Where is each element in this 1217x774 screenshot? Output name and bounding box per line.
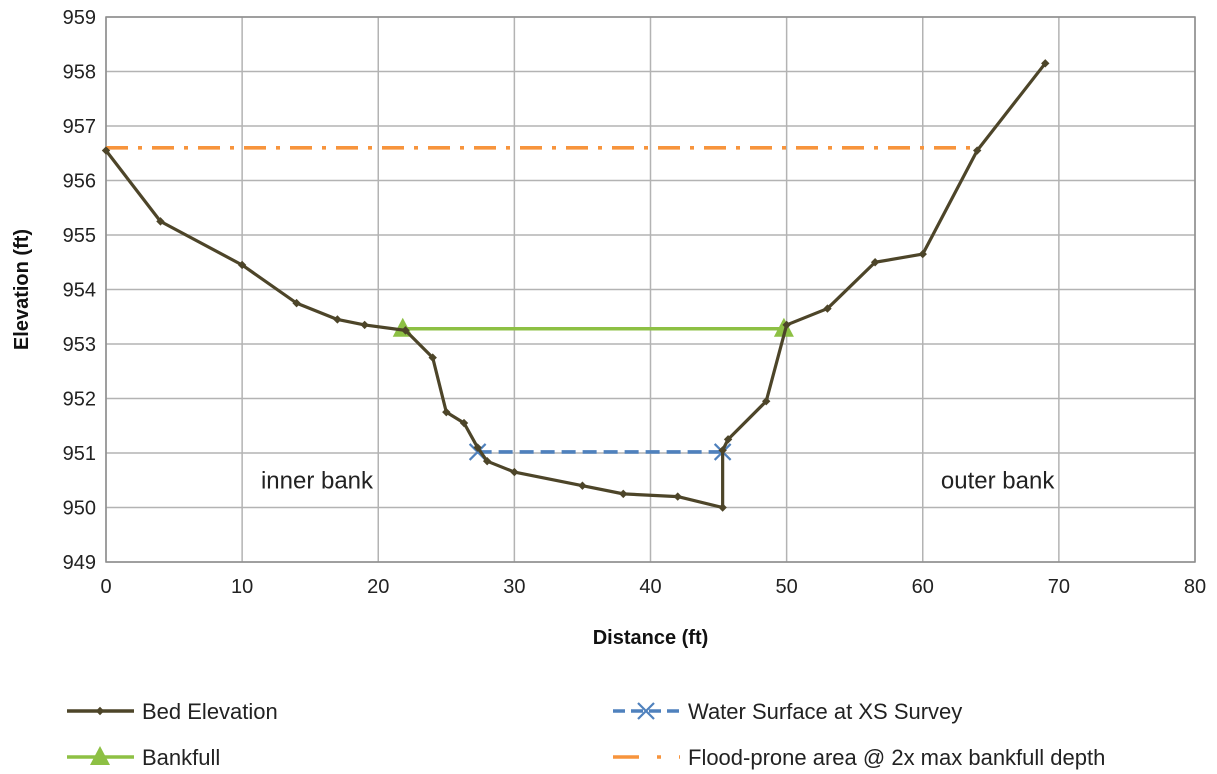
- legend-item: Bed Elevation: [67, 699, 278, 724]
- series-0: [101, 59, 1050, 512]
- y-tick-label: 958: [63, 62, 96, 84]
- x-tick-label: 70: [1048, 576, 1070, 598]
- legend: Bed Elevation Water Surface at XS Survey B…: [67, 699, 1105, 770]
- series-line: [104, 62, 1047, 510]
- x-tick-labels: 0 10 20 30 40 50 60 70 80: [100, 576, 1206, 598]
- y-tick-label: 956: [63, 171, 96, 193]
- annotations: inner bank outer bank: [261, 467, 1055, 494]
- data-point: [870, 258, 880, 267]
- data-point: [723, 435, 733, 444]
- x-tick-label: 80: [1184, 576, 1206, 598]
- data-point: [637, 702, 655, 720]
- data-point: [333, 315, 342, 324]
- data-point: [401, 326, 410, 335]
- data-point: [442, 407, 451, 417]
- data-point: [782, 320, 791, 330]
- data-point: [918, 249, 927, 259]
- y-axis-title: Elevation (ft): [11, 229, 33, 350]
- y-tick-label: 954: [63, 280, 96, 302]
- data-point: [510, 467, 519, 477]
- legend-label: Water Surface at XS Survey: [688, 699, 962, 724]
- data-point: [673, 492, 682, 501]
- data-point: [292, 298, 301, 308]
- plot-border: [105, 16, 1196, 563]
- data-point: [459, 418, 469, 428]
- data-point: [360, 320, 369, 330]
- legend-label: Bed Elevation: [142, 699, 278, 724]
- y-tick-label: 959: [63, 7, 96, 29]
- data-point: [237, 260, 247, 270]
- x-tick-label: 50: [776, 576, 798, 598]
- y-tick-label: 953: [63, 334, 96, 356]
- data-point: [90, 746, 110, 765]
- data-point: [1041, 59, 1050, 68]
- annotation-label: outer bank: [941, 467, 1055, 494]
- x-tick-label: 30: [503, 576, 525, 598]
- plot-area: 949 950 951 952 953 954 955 956 957 958 959 0 10 20 3…: [63, 7, 1207, 598]
- data-point: [95, 706, 105, 716]
- data-point: [973, 146, 982, 155]
- x-tick-label: 60: [912, 576, 934, 598]
- data-point: [762, 397, 771, 406]
- data-point: [482, 456, 492, 466]
- y-tick-label: 951: [63, 443, 96, 465]
- x-axis-title: Distance (ft): [593, 627, 709, 649]
- y-tick-label: 950: [63, 498, 96, 520]
- data-point: [823, 304, 832, 313]
- legend-item: Flood-prone area @ 2x max bankfull depth: [613, 745, 1105, 770]
- legend-item: Bankfull: [67, 745, 220, 770]
- data-point: [718, 503, 727, 512]
- data-point: [718, 446, 727, 455]
- legend-label: Flood-prone area @ 2x max bankfull depth: [688, 745, 1105, 770]
- data-point: [101, 146, 111, 155]
- x-tick-label: 20: [367, 576, 389, 598]
- x-tick-label: 40: [639, 576, 661, 598]
- data-point: [578, 481, 587, 490]
- y-tick-label: 949: [63, 552, 96, 574]
- y-tick-label: 957: [63, 116, 96, 138]
- annotation-label: inner bank: [261, 467, 374, 494]
- x-tick-label: 0: [100, 576, 111, 598]
- legend-label: Bankfull: [142, 745, 220, 770]
- y-tick-label: 955: [63, 225, 96, 247]
- data-point: [428, 353, 437, 362]
- data-point: [773, 317, 794, 337]
- y-tick-labels: 949 950 951 952 953 954 955 956 957 958 959: [63, 7, 96, 574]
- data-point: [619, 489, 628, 499]
- x-tick-label: 10: [231, 576, 253, 598]
- data-point: [473, 443, 482, 452]
- data-point: [156, 217, 165, 226]
- y-tick-label: 952: [63, 389, 96, 411]
- legend-item: Water Surface at XS Survey: [613, 699, 962, 724]
- series-layer: [101, 59, 1050, 512]
